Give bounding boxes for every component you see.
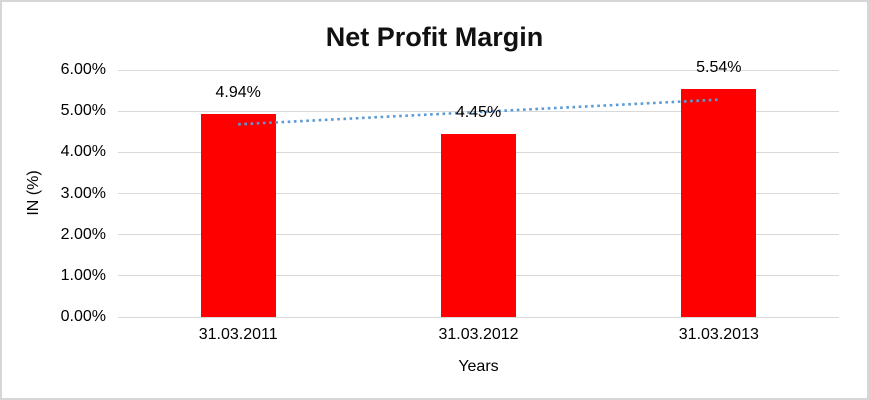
x-tick-label: 31.03.2012: [438, 326, 519, 343]
x-axis-title: Years: [458, 358, 499, 375]
data-label: 4.45%: [455, 103, 502, 121]
chart-title: Net Profit Margin: [325, 22, 544, 52]
gridline: [118, 316, 839, 318]
y-tick-label: 2.00%: [60, 225, 106, 243]
x-tick-label: 31.03.2013: [678, 326, 759, 343]
y-axis-title: IN (%): [25, 170, 42, 216]
y-tick-label: 3.00%: [60, 184, 106, 202]
y-tick-label: 4.00%: [60, 143, 106, 161]
bar-31.03.2013: [681, 88, 757, 317]
bar-31.03.2012: [441, 133, 516, 317]
y-tick-label: 5.00%: [60, 102, 106, 120]
data-label: 4.94%: [215, 83, 261, 101]
data-label: 5.54%: [696, 58, 742, 76]
y-tick-label: 6.00%: [60, 61, 106, 78]
gridline: [118, 69, 839, 71]
plot-area: 4.94% 4.45% 5.54%: [118, 59, 839, 318]
bar-31.03.2011: [200, 113, 276, 317]
y-tick-label: 1.00%: [60, 266, 106, 284]
x-tick-label: 31.03.2011: [198, 326, 278, 343]
gridline: [118, 110, 839, 112]
y-tick-label: 0.00%: [60, 308, 106, 325]
